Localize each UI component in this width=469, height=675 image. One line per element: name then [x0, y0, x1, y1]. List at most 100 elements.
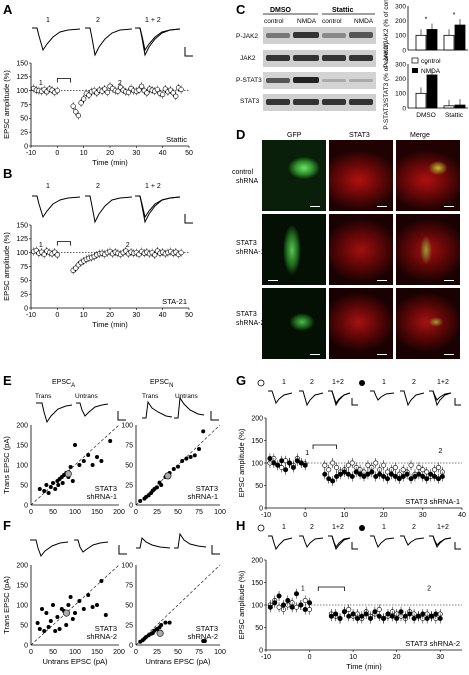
data-point — [416, 471, 422, 477]
data-point — [108, 439, 113, 443]
data-point — [54, 252, 60, 258]
y-tick-label: 200 — [395, 76, 406, 83]
data-point — [276, 604, 282, 610]
x-tick-label: 40 — [458, 512, 466, 519]
data-point — [171, 467, 176, 471]
x-tick-label: 40 — [159, 150, 167, 157]
data-point — [334, 464, 340, 470]
data-point — [35, 621, 40, 625]
y-tick-label: 125 — [16, 236, 28, 243]
panel-b-traces: 1 2 1 + 2 — [32, 183, 193, 224]
y-tick-label: 300 — [395, 61, 406, 68]
data-point — [302, 597, 308, 603]
column-label: Merge — [410, 132, 430, 139]
data-point — [159, 623, 164, 627]
panel-letter-e: E — [3, 373, 12, 388]
panel-a-traces: 1 2 1 + 2 — [32, 17, 193, 57]
trace-label: 1+2 — [332, 379, 344, 386]
data-point — [77, 463, 82, 467]
x-tick-label: 30 — [436, 654, 444, 661]
x-tick-label: 10 — [349, 654, 357, 661]
data-point — [392, 464, 398, 470]
x-tick-label: 75 — [195, 509, 203, 516]
bar — [415, 34, 427, 51]
data-point — [369, 469, 375, 475]
y-tick-label: 100 — [395, 33, 406, 40]
data-point — [41, 251, 47, 257]
y-axis-label: EPSC amplitude (%) — [237, 428, 246, 497]
y-tick-label: 0 — [129, 502, 133, 509]
x-tick-label: 100 — [214, 649, 226, 656]
data-point — [192, 453, 197, 458]
condition-label: shRNA-1 — [188, 492, 218, 501]
condition-label: shRNA-2 — [87, 632, 117, 641]
data-point — [275, 462, 281, 468]
y-tick-label: 150 — [251, 580, 263, 587]
data-point — [81, 459, 86, 463]
panel-letter-c: C — [236, 2, 246, 17]
x-tick-label: 100 — [69, 509, 81, 516]
y-tick-label: 100 — [16, 602, 28, 609]
legend-label: NMDA — [421, 68, 441, 75]
svg-text:EPSCA: EPSCA — [52, 379, 75, 389]
data-point — [412, 473, 418, 479]
data-point — [46, 491, 51, 495]
data-point — [154, 86, 160, 93]
data-point — [376, 613, 382, 619]
condition-label: STAT3 — [95, 624, 117, 633]
y-tick-label: 0 — [129, 642, 133, 649]
data-point — [293, 604, 299, 610]
y-tick-label: 50 — [125, 462, 133, 469]
data-point — [99, 459, 104, 463]
scale-bar — [184, 214, 193, 224]
x-tick-label: 40 — [159, 312, 167, 319]
data-point — [44, 611, 49, 615]
period-label: 1 — [39, 80, 43, 87]
micrograph-merge-control — [396, 140, 460, 211]
data-point — [432, 473, 438, 479]
trace-label: Trans — [142, 393, 159, 400]
data-point — [95, 455, 99, 459]
x-tick-label: 30 — [132, 150, 140, 157]
y-tick-label: 125 — [16, 74, 28, 81]
data-point — [75, 112, 81, 119]
data-point — [176, 464, 180, 469]
x-tick-label: 150 — [91, 649, 103, 656]
y-tick-label: 50 — [125, 602, 133, 609]
stimulation-bracket — [317, 586, 345, 591]
data-point — [307, 606, 313, 612]
data-point — [345, 462, 351, 468]
drug-label: STA-21 — [162, 297, 187, 306]
significance-marker: * — [425, 62, 428, 69]
condition-label: control — [264, 18, 284, 25]
bar — [443, 34, 455, 51]
data-point — [408, 476, 414, 482]
x-tick-label: 50 — [185, 312, 193, 319]
x-tick-label: 200 — [113, 649, 125, 656]
data-point — [437, 615, 443, 621]
data-point — [381, 615, 387, 621]
y-tick-label: 200 — [16, 562, 28, 569]
data-point — [389, 613, 395, 619]
data-point — [267, 455, 273, 461]
y-tick-label: 300 — [395, 3, 406, 10]
y-tick-label: 200 — [251, 415, 263, 422]
y-tick-label: 25 — [20, 291, 28, 298]
data-point — [188, 455, 193, 459]
data-point — [115, 88, 121, 94]
data-point — [365, 462, 371, 468]
trace-label: Trans — [35, 393, 52, 400]
y-tick-label: 75 — [125, 442, 133, 449]
data-point — [372, 609, 378, 615]
data-point — [102, 86, 108, 92]
data-point — [385, 476, 391, 482]
trace-label: 1+2 — [437, 524, 449, 531]
data-point — [125, 89, 132, 95]
data-point — [73, 109, 79, 115]
panel-e-traces: EPSCA EPSCN Trans Untrans Trans Untrans — [35, 379, 219, 424]
data-point — [428, 471, 434, 477]
data-point — [357, 471, 363, 477]
data-point — [81, 96, 87, 102]
x-tick-label: 10 — [341, 512, 349, 519]
scale-bar — [310, 354, 320, 355]
